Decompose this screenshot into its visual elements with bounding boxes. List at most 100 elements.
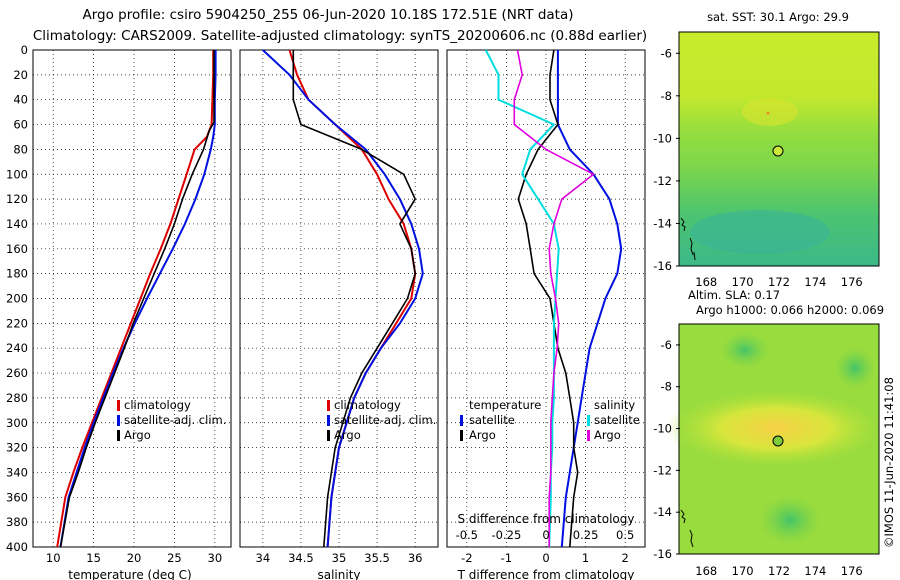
lon-tick-label: 176 xyxy=(841,275,863,289)
figure-title-line2: Climatology: CARS2009. Satellite-adjuste… xyxy=(33,28,647,44)
legend-swatch-t-argo xyxy=(460,430,463,441)
x-tick-label: 35.5 xyxy=(364,551,390,565)
depth-tick-label: 200 xyxy=(6,292,28,306)
depth-axis: 0 20 40 60 80 100 120 140 160 180 200 220 240 260 280 3… xyxy=(6,43,28,554)
depth-tick-label: 140 xyxy=(6,217,28,231)
sst-map-title: sat. SST: 30.1 Argo: 29.9 xyxy=(707,10,849,24)
sla-lon-ticks: 168 170 172 174 176 xyxy=(695,564,862,578)
legend-label-argo: Argo xyxy=(124,428,151,442)
legend-label-t-argo: Argo xyxy=(469,428,496,442)
legend-label-climatology: climatology xyxy=(334,398,401,412)
lon-tick-label: 170 xyxy=(732,275,754,289)
lon-tick-label: 168 xyxy=(695,275,717,289)
legend-swatch-s-satellite xyxy=(587,415,590,426)
sla-argo-marker xyxy=(772,435,784,447)
salinity-xlabel: salinity xyxy=(317,568,360,580)
sla-map-frame xyxy=(678,323,880,555)
x-tick-label: 34.5 xyxy=(288,551,314,565)
legend-swatch-s-argo xyxy=(587,430,590,441)
depth-tick-label: 120 xyxy=(6,192,28,206)
x-tick-label: 25 xyxy=(167,551,182,565)
depth-tick-label: 400 xyxy=(6,540,28,554)
depth-tick-label: 40 xyxy=(13,93,28,107)
depth-tick-label: 100 xyxy=(6,167,28,181)
depth-tick-label: 360 xyxy=(6,490,28,504)
salinity-difference-label: S difference from climatology xyxy=(458,512,635,526)
s-tick-label: 0 xyxy=(542,528,549,542)
legend-label-salinity: salinity xyxy=(594,398,635,412)
depth-tick-label: 260 xyxy=(6,366,28,380)
depth-tick-label: 340 xyxy=(6,465,28,479)
lon-tick-label: 172 xyxy=(768,275,790,289)
lat-tick-label: -6 xyxy=(661,46,672,60)
x-tick-label: -1 xyxy=(501,551,512,565)
legend-swatch-climatology xyxy=(117,400,120,411)
x-tick-label: 35 xyxy=(332,551,347,565)
lat-tick-label: -6 xyxy=(661,338,672,352)
temperature-xticks: 10 15 20 25 30 xyxy=(46,551,222,565)
sla-high-band xyxy=(655,390,875,470)
lat-tick-label: -12 xyxy=(653,463,672,477)
difference-grid xyxy=(447,49,645,548)
lat-tick-label: -16 xyxy=(653,259,672,273)
s-tick-label: -0.5 xyxy=(456,528,478,542)
sst-argo-marker xyxy=(772,145,784,157)
difference-series xyxy=(484,49,623,548)
lat-tick-label: -8 xyxy=(661,380,672,394)
legend-swatch-climatology xyxy=(327,400,330,411)
legend-label-satellite: satellite-adj. clim. xyxy=(124,413,226,427)
depth-tick-label: 300 xyxy=(6,416,28,430)
salinity-series xyxy=(262,49,424,548)
s-tick-label: 0.25 xyxy=(573,528,599,542)
depth-tick-label: 160 xyxy=(6,242,28,256)
x-tick-label: 36 xyxy=(408,551,423,565)
temperature-legend: climatology satellite-adj. clim. Argo xyxy=(117,398,226,442)
sla-map-title-line2: Argo h1000: 0.066 h2000: 0.069 xyxy=(696,303,884,317)
temperature-series xyxy=(56,50,217,548)
salinity-grid xyxy=(240,49,438,548)
lon-tick-label: 170 xyxy=(732,564,754,578)
difference-legend: temperature satellite Argo salinity sate… xyxy=(460,398,640,442)
imos-stamp: ©IMOS 11-Jun-2020 11:41:08 xyxy=(882,377,896,548)
sla-low-patch xyxy=(760,496,820,544)
difference-xlabel: T difference from climatology xyxy=(457,568,635,580)
depth-tick-label: 220 xyxy=(6,316,28,330)
legend-swatch-argo xyxy=(117,430,120,441)
series-line-satellite-adj-clim- xyxy=(59,50,217,548)
sst-map xyxy=(678,31,880,267)
lon-tick-label: 176 xyxy=(841,564,863,578)
sst-warm-patch xyxy=(742,98,798,126)
x-tick-label: 34 xyxy=(256,551,271,565)
s-tick-label: -0.25 xyxy=(492,528,522,542)
depth-tick-label: 60 xyxy=(13,118,28,132)
x-tick-label: 1 xyxy=(582,551,589,565)
sst-coastline xyxy=(680,217,696,261)
lat-tick-label: -10 xyxy=(653,422,672,436)
legend-label-s-satellite: satellite xyxy=(594,413,640,427)
sst-lat-ticks: -6 -8 -10 -12 -14 -16 xyxy=(653,46,680,273)
depth-tick-label: 20 xyxy=(13,68,28,82)
legend-label-argo: Argo xyxy=(334,428,361,442)
temperature-grid xyxy=(33,49,231,548)
lon-tick-label: 168 xyxy=(695,564,717,578)
depth-tick-label: 280 xyxy=(6,391,28,405)
sst-lon-ticks: 168 170 172 174 176 xyxy=(695,275,862,289)
x-tick-label: 30 xyxy=(208,551,223,565)
lon-tick-label: 174 xyxy=(804,564,826,578)
sla-map xyxy=(655,323,880,555)
lat-tick-label: -16 xyxy=(653,547,672,561)
salinity-legend: climatology satellite-adj. clim. Argo xyxy=(327,398,436,442)
legend-swatch-argo xyxy=(327,430,330,441)
sla-coastline xyxy=(680,509,694,548)
legend-swatch-t-satellite xyxy=(460,415,463,426)
series-line-argo xyxy=(59,50,215,548)
series-line-salinity-argo xyxy=(513,49,595,547)
sla-low-patch xyxy=(835,348,875,388)
lat-tick-label: -10 xyxy=(653,131,672,145)
x-tick-label: -2 xyxy=(461,551,472,565)
sst-hotspot xyxy=(766,111,770,115)
lon-tick-label: 172 xyxy=(768,564,790,578)
x-tick-label: 2 xyxy=(622,551,629,565)
depth-tick-label: 180 xyxy=(6,267,28,281)
